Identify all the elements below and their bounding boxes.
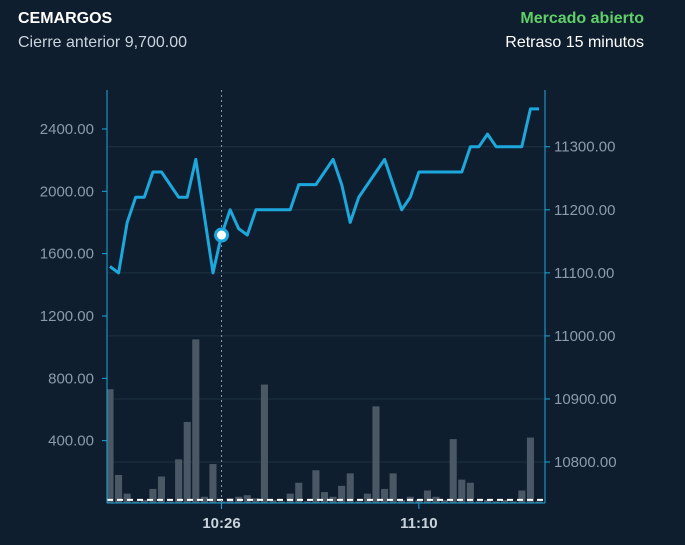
volume-bar <box>218 501 226 503</box>
volume-bar <box>166 501 174 503</box>
volume-bar <box>398 499 406 503</box>
volume-bar <box>269 499 277 503</box>
volume-bar <box>278 501 286 503</box>
right-axis-tick-label: 10900.00 <box>554 391 617 408</box>
volume-bar <box>423 490 431 503</box>
volume-bar <box>441 499 449 503</box>
volume-bar <box>192 339 200 503</box>
volume-bar <box>338 485 346 503</box>
volume-bar <box>363 493 371 503</box>
volume-bar <box>123 493 131 503</box>
volume-bar <box>295 482 303 503</box>
x-axis-tick-label: 11:10 <box>400 515 438 532</box>
volume-bar <box>509 501 517 503</box>
volume-bar <box>518 490 526 503</box>
right-axis-tick-label: 11200.00 <box>554 202 615 219</box>
x-axis-tick-label: 10:26 <box>202 515 240 532</box>
right-axis-tick-label: 11100.00 <box>554 265 614 282</box>
volume-bar <box>475 501 483 503</box>
left-axis-tick-label: 2400.00 <box>40 121 94 138</box>
volume-bar <box>381 488 389 503</box>
volume-bar <box>501 499 509 503</box>
volume-bar <box>346 473 354 503</box>
volume-bar <box>415 499 423 503</box>
volume-bar <box>389 473 397 503</box>
volume-bar <box>200 496 208 503</box>
volume-bar <box>329 496 337 503</box>
volume-bar <box>286 493 294 503</box>
volume-bar <box>132 501 140 503</box>
left-axis-tick-label: 400.00 <box>48 433 94 450</box>
left-axis-tick-label: 1600.00 <box>40 246 94 263</box>
delay-notice: Retraso 15 minutos <box>505 34 644 51</box>
volume-bar <box>209 464 217 503</box>
left-axis-tick-label: 800.00 <box>48 370 94 387</box>
volume-bar <box>175 459 183 503</box>
volume-bar <box>140 499 148 503</box>
previous-close: Cierre anterior 9,700.00 <box>18 34 187 51</box>
volume-bar <box>149 488 157 503</box>
volume-bar <box>106 389 114 503</box>
volume-bar <box>303 501 311 503</box>
volume-bar <box>372 406 380 503</box>
price-series-line <box>109 107 539 275</box>
volume-bar <box>458 479 466 503</box>
chart-header: CEMARGOS Cierre anterior 9,700.00 Mercad… <box>0 0 685 60</box>
volume-bar <box>252 498 260 503</box>
volume-bar <box>260 384 268 503</box>
volume-bar <box>432 496 440 503</box>
volume-bar <box>355 501 363 503</box>
volume-bar <box>183 421 191 503</box>
right-axis-tick-label: 11000.00 <box>554 328 615 345</box>
market-status: Mercado abierto <box>520 10 644 27</box>
volume-bar <box>312 470 320 503</box>
volume-bar <box>320 492 329 503</box>
volume-bar <box>492 501 500 503</box>
left-axis-tick-label: 1200.00 <box>40 308 94 325</box>
volume-bar <box>483 499 492 503</box>
crosshair-marker <box>214 227 230 243</box>
ticker-symbol: CEMARGOS <box>18 10 113 27</box>
left-axis-tick-label: 2000.00 <box>40 183 94 200</box>
right-axis-tick-label: 11300.00 <box>554 139 615 156</box>
volume-bar <box>466 482 474 503</box>
right-axis-tick-label: 10800.00 <box>554 454 617 471</box>
volume-bar <box>157 476 166 503</box>
volume-bar <box>535 501 543 503</box>
volume-bar <box>115 474 123 503</box>
volume-bar <box>449 439 457 503</box>
volume-bar <box>526 437 534 503</box>
